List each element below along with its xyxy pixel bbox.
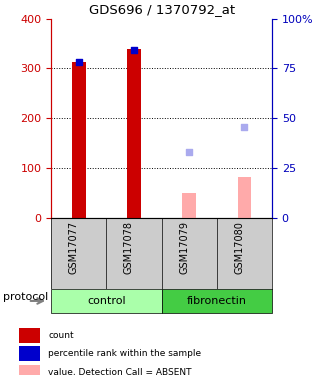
Bar [72, 63, 86, 217]
Text: GSM17078: GSM17078 [124, 221, 134, 274]
Bar [162, 289, 272, 313]
Text: control: control [87, 296, 126, 306]
Text: value, Detection Call = ABSENT: value, Detection Call = ABSENT [48, 368, 192, 375]
Bar [19, 328, 40, 343]
Bar [19, 364, 40, 375]
Point [242, 124, 247, 130]
Bar [19, 346, 40, 361]
Point [187, 149, 192, 155]
Point [76, 60, 81, 66]
Bar [182, 193, 196, 217]
Text: protocol: protocol [3, 292, 48, 302]
Title: GDS696 / 1370792_at: GDS696 / 1370792_at [89, 3, 235, 16]
Bar [127, 49, 141, 217]
Text: count: count [48, 331, 74, 340]
Point [132, 46, 137, 53]
Text: GSM17079: GSM17079 [179, 221, 189, 274]
Bar [51, 289, 162, 313]
Bar [237, 177, 251, 218]
Text: GSM17077: GSM17077 [69, 221, 79, 274]
Text: GSM17080: GSM17080 [235, 221, 244, 274]
Text: percentile rank within the sample: percentile rank within the sample [48, 349, 202, 358]
Text: fibronectin: fibronectin [187, 296, 247, 306]
